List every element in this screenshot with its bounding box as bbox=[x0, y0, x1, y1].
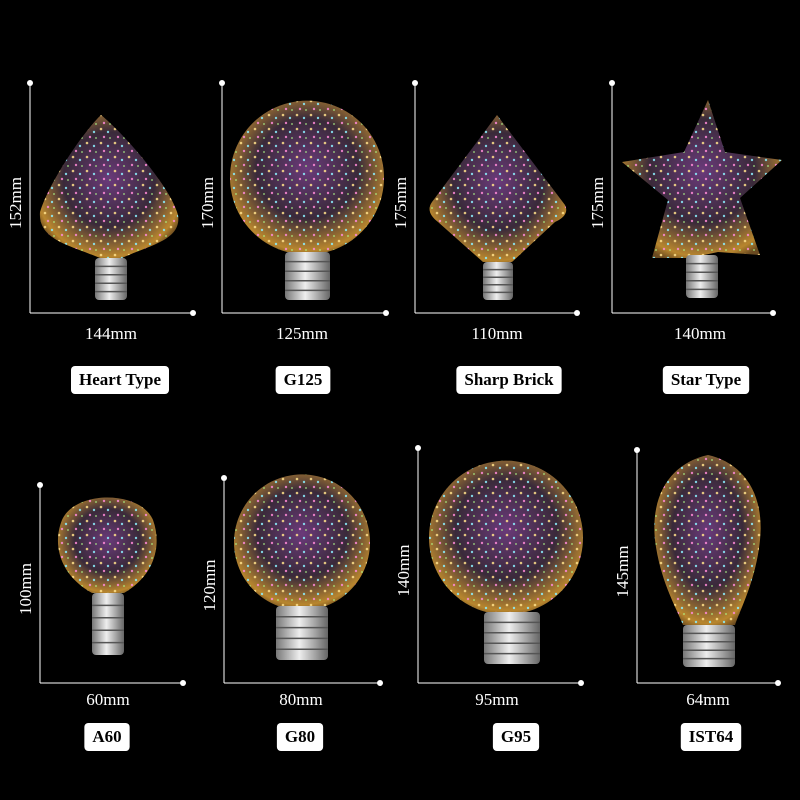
bulb-sparks bbox=[654, 455, 761, 625]
type-label: Star Type bbox=[671, 370, 742, 389]
width-label: 110mm bbox=[471, 324, 522, 343]
line-end bbox=[377, 680, 383, 686]
width-label: 95mm bbox=[475, 690, 518, 709]
line-end bbox=[770, 310, 776, 316]
type-label: Heart Type bbox=[79, 370, 161, 389]
line-end bbox=[634, 447, 640, 453]
bulb-base bbox=[683, 625, 735, 667]
line-end bbox=[578, 680, 584, 686]
bulb-sparks bbox=[230, 100, 384, 252]
type-badge bbox=[84, 723, 130, 751]
line-end bbox=[37, 482, 43, 488]
bulb-sparks bbox=[234, 474, 370, 606]
type-badge bbox=[276, 723, 324, 751]
line-end bbox=[190, 310, 196, 316]
width-label: 140mm bbox=[674, 324, 726, 343]
bulb bbox=[230, 100, 384, 300]
bulb-base bbox=[285, 252, 330, 300]
line-end bbox=[609, 80, 615, 86]
line-end bbox=[219, 80, 225, 86]
height-label: 140mm bbox=[394, 545, 413, 597]
type-badge bbox=[71, 366, 169, 394]
line-end bbox=[775, 680, 781, 686]
bulb-base bbox=[276, 606, 328, 660]
type-label: G95 bbox=[501, 727, 531, 746]
bulb bbox=[428, 460, 583, 664]
type-badge bbox=[680, 723, 742, 751]
height-label: 120mm bbox=[200, 560, 219, 612]
width-label: 144mm bbox=[85, 324, 137, 343]
type-label: Sharp Brick bbox=[464, 370, 554, 389]
bulb-base bbox=[92, 593, 124, 655]
type-badge bbox=[492, 723, 540, 751]
type-label: G80 bbox=[285, 727, 315, 746]
line-end bbox=[27, 80, 33, 86]
line-end bbox=[412, 80, 418, 86]
type-badge bbox=[662, 366, 750, 394]
bulb-sparks bbox=[39, 115, 179, 258]
bulb-base bbox=[483, 262, 513, 300]
width-label: 60mm bbox=[86, 690, 129, 709]
bulb bbox=[622, 100, 782, 298]
height-label: 145mm bbox=[613, 546, 632, 598]
type-badge bbox=[456, 366, 562, 394]
width-label: 125mm bbox=[276, 324, 328, 343]
type-label: IST64 bbox=[689, 727, 734, 746]
bulb-sparks bbox=[622, 100, 782, 258]
line-end bbox=[415, 445, 421, 451]
bulb-base bbox=[686, 255, 718, 298]
type-label: A60 bbox=[92, 727, 121, 746]
height-label: 152mm bbox=[6, 177, 25, 229]
height-label: 100mm bbox=[16, 563, 35, 615]
bulb-sparks bbox=[57, 497, 157, 593]
width-label: 64mm bbox=[686, 690, 729, 709]
bulb-base bbox=[484, 612, 540, 664]
line-end bbox=[221, 475, 227, 481]
bulb bbox=[57, 497, 157, 655]
line-end bbox=[180, 680, 186, 686]
bulb-sparks bbox=[429, 115, 567, 262]
height-label: 175mm bbox=[391, 177, 410, 229]
type-badge bbox=[275, 366, 331, 394]
bulb-base bbox=[95, 258, 127, 300]
line-end bbox=[383, 310, 389, 316]
width-label: 80mm bbox=[279, 690, 322, 709]
type-label: G125 bbox=[284, 370, 323, 389]
bulb-sparks bbox=[428, 460, 583, 612]
height-label: 175mm bbox=[588, 177, 607, 229]
bulb bbox=[39, 115, 179, 300]
bulb bbox=[654, 455, 761, 667]
line-end bbox=[574, 310, 580, 316]
bulb bbox=[234, 474, 370, 660]
bulb bbox=[429, 115, 567, 300]
height-label: 170mm bbox=[198, 177, 217, 229]
